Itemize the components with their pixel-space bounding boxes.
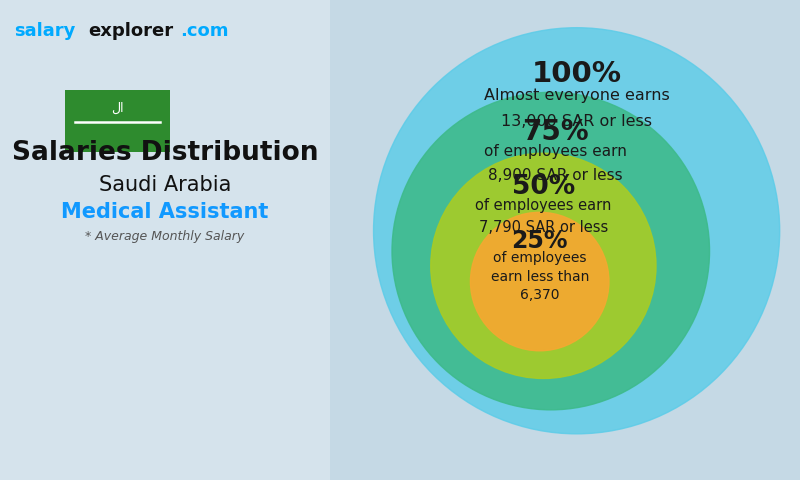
Text: 75%: 75% bbox=[522, 118, 589, 146]
Text: of employees earn: of employees earn bbox=[475, 198, 611, 213]
Text: .com: .com bbox=[180, 22, 229, 40]
Text: explorer: explorer bbox=[88, 22, 173, 40]
Text: 13,000 SAR or less: 13,000 SAR or less bbox=[501, 114, 652, 129]
Text: of employees: of employees bbox=[493, 251, 586, 265]
Text: 100%: 100% bbox=[532, 60, 622, 88]
Text: لا: لا bbox=[111, 102, 124, 115]
Circle shape bbox=[430, 153, 656, 378]
Text: earn less than: earn less than bbox=[490, 270, 589, 284]
Text: Almost everyone earns: Almost everyone earns bbox=[484, 88, 670, 103]
Text: 6,370: 6,370 bbox=[520, 288, 559, 302]
Text: 7,790 SAR or less: 7,790 SAR or less bbox=[478, 220, 608, 235]
FancyBboxPatch shape bbox=[0, 0, 330, 480]
Text: of employees earn: of employees earn bbox=[484, 144, 627, 159]
Circle shape bbox=[470, 212, 609, 351]
Text: * Average Monthly Salary: * Average Monthly Salary bbox=[86, 230, 245, 243]
Text: Saudi Arabia: Saudi Arabia bbox=[99, 175, 231, 195]
Circle shape bbox=[374, 28, 780, 434]
Text: 50%: 50% bbox=[512, 174, 575, 200]
Text: salary: salary bbox=[14, 22, 75, 40]
Text: 25%: 25% bbox=[511, 229, 568, 253]
Circle shape bbox=[392, 92, 710, 410]
Text: Medical Assistant: Medical Assistant bbox=[62, 202, 269, 222]
Text: 8,900 SAR or less: 8,900 SAR or less bbox=[488, 168, 622, 183]
FancyBboxPatch shape bbox=[65, 90, 170, 152]
Text: Salaries Distribution: Salaries Distribution bbox=[12, 140, 318, 166]
